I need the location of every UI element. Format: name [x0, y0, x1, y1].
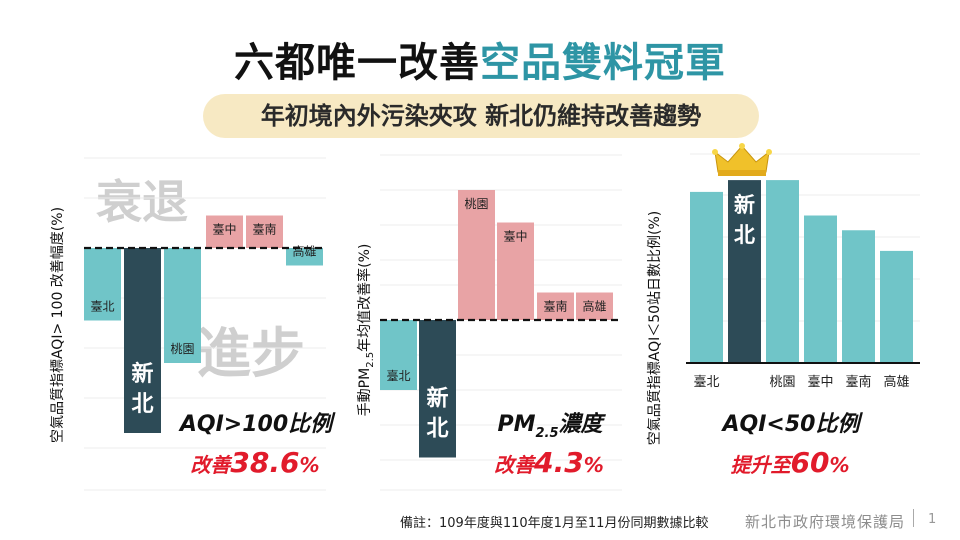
chart-caption: PM2.5濃度: [497, 411, 606, 441]
bar-label: 桃園: [170, 341, 194, 356]
result-text: 提升至60%: [730, 446, 849, 479]
crown-jewel: [739, 143, 745, 149]
watermark-progress: 進步: [197, 322, 305, 385]
result-unit: %: [829, 453, 849, 477]
y-axis-label-part: 手動PM: [357, 368, 373, 417]
bar-桃園: [458, 190, 495, 320]
bar-label-highlight: 新: [131, 361, 153, 387]
chart-caption: AQI>100比例: [178, 412, 336, 437]
y-axis-label: 空氣品質指標AQI> 100 改善幅度(%): [50, 207, 66, 443]
bar-新北: [728, 180, 761, 363]
y-axis-label: 手動PM2.5年均值改善率(%): [356, 244, 376, 417]
y-axis-label-part: 2.5: [365, 352, 376, 368]
x-tick-label: 高雄: [883, 374, 909, 390]
footnote: 備註：109年度與110年度1月至11月份同期數據比較: [400, 516, 709, 531]
slide-subtitle: 年初境內外污染夾攻 新北仍維持改善趨勢: [203, 94, 759, 138]
x-tick-label: 臺中: [807, 375, 833, 390]
crown-icon: [712, 143, 772, 176]
bar-臺北: [84, 248, 121, 321]
agency-name: 新北市政府環境保護局: [745, 513, 906, 531]
bar-臺南: [842, 230, 875, 363]
result-text: 改善4.3%: [494, 446, 604, 479]
footer-divider: [913, 509, 914, 527]
bar-label: 臺北: [386, 368, 410, 383]
bar-臺北: [690, 191, 723, 363]
bar-label-highlight: 北: [131, 392, 153, 417]
bar-label: 高雄: [582, 299, 606, 314]
slide-title: 六都唯一改善空品雙料冠軍: [0, 30, 960, 88]
bar-label: 臺北: [90, 299, 114, 314]
page-number: 1: [928, 512, 937, 527]
title-part-2: 空品雙料冠軍: [480, 40, 726, 86]
result-unit: %: [300, 453, 320, 477]
bar-桃園: [766, 180, 799, 363]
title-part-1: 六都唯一改善: [234, 40, 480, 86]
result-label: 提升至: [730, 453, 793, 477]
bar-label: 臺南: [543, 299, 567, 314]
bar-label-highlight: 北: [734, 223, 755, 247]
result-label: 改善: [494, 453, 536, 477]
bar-高雄: [286, 248, 323, 266]
bar-臺北: [380, 320, 417, 390]
bar-label-highlight: 北: [426, 417, 448, 442]
bar-高雄: [880, 250, 913, 363]
chart-caption-part: PM: [497, 412, 535, 437]
bar-新北: [419, 320, 456, 458]
watermark-decline: 衰退: [96, 175, 188, 229]
bar-臺中: [497, 222, 534, 320]
bar-桃園: [164, 248, 201, 363]
bar-臺中: [804, 215, 837, 363]
result-value: 60: [790, 446, 829, 479]
result-label: 改善: [190, 453, 232, 477]
x-tick-label: 臺北: [693, 375, 719, 390]
bar-高雄: [576, 292, 613, 320]
bar-label: 臺中: [503, 229, 527, 244]
result-value: 38.6: [230, 446, 299, 479]
bar-臺南: [537, 292, 574, 320]
bar-label-highlight: 新: [426, 386, 448, 412]
bar-label: 桃園: [464, 196, 488, 211]
chart-caption-part: 濃度: [559, 411, 607, 437]
y-axis-label: 空氣品質指標AQI＜50站日數比例(%): [647, 211, 663, 446]
crown-band: [718, 170, 766, 176]
crown-body: [714, 145, 770, 173]
x-tick-label: 桃園: [769, 375, 795, 390]
chart-caption: AQI<50比例: [721, 412, 864, 437]
y-axis-label-part: 年均值改善率(%): [356, 244, 373, 352]
bar-臺中: [206, 215, 243, 248]
bar-臺南: [246, 215, 283, 248]
x-tick-label: 臺南: [845, 374, 871, 390]
result-text: 改善38.6%: [190, 446, 319, 479]
crown-jewel: [766, 149, 772, 155]
bar-新北: [124, 248, 161, 433]
bar-label-highlight: 新: [734, 193, 755, 217]
crown-jewel: [712, 149, 718, 155]
result-unit: %: [584, 453, 604, 477]
bar-label: 臺中: [212, 222, 236, 237]
chart-caption-part: 2.5: [535, 426, 558, 441]
result-value: 4.3: [533, 446, 584, 479]
bar-label: 臺南: [252, 222, 276, 237]
